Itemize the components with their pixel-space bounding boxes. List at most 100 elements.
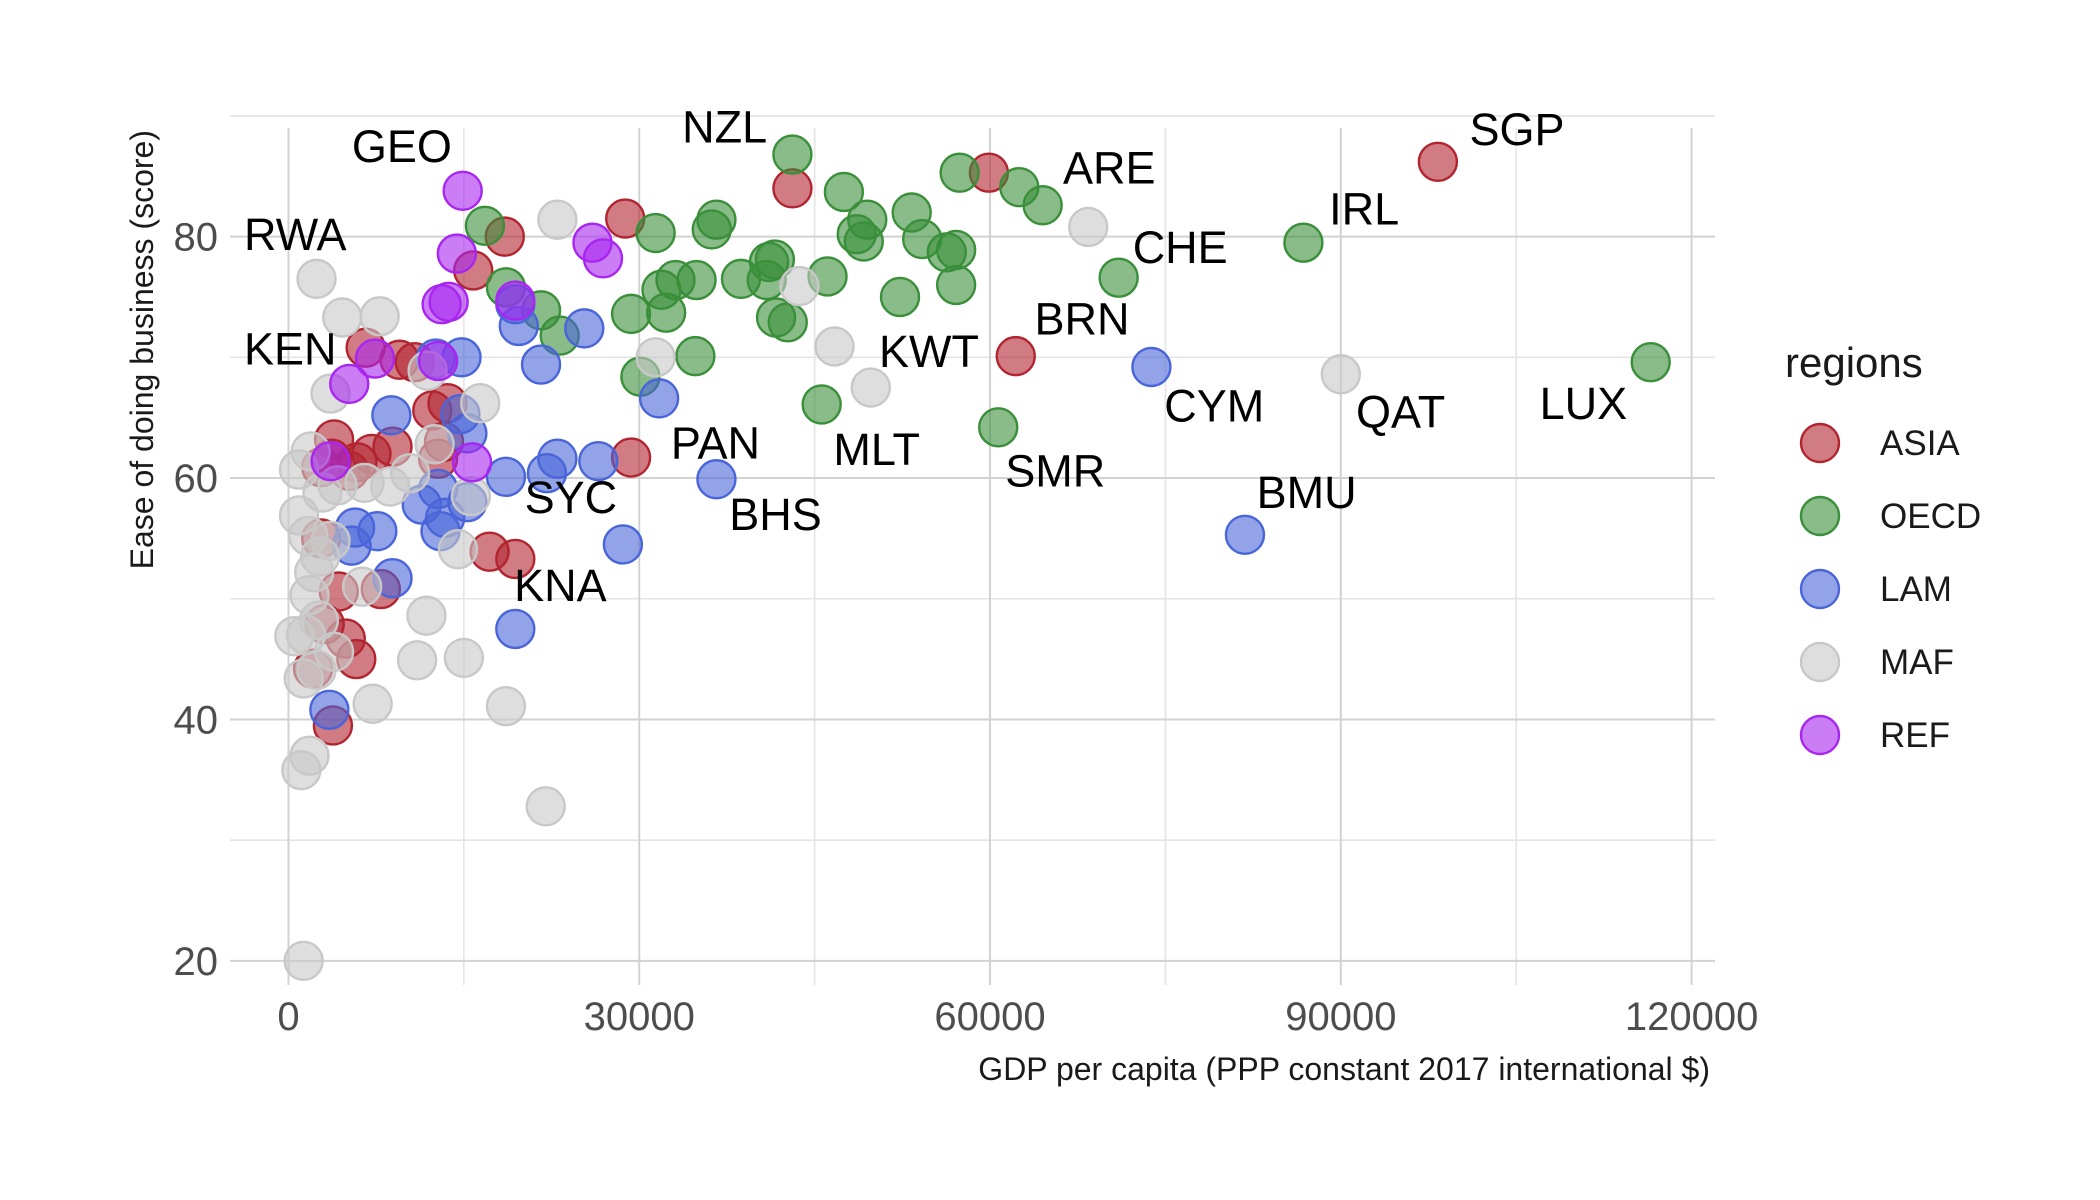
legend-label-lam: LAM xyxy=(1880,570,1952,609)
data-point xyxy=(396,640,438,681)
x-tick-label: 30000 xyxy=(584,995,695,1039)
data-point xyxy=(495,280,536,321)
data-point xyxy=(635,337,676,378)
data-point xyxy=(485,685,527,727)
legend: regions ASIA OECD LAM MAF REF xyxy=(1785,339,1981,756)
x-tick-label: 120000 xyxy=(1625,995,1758,1039)
data-point xyxy=(772,134,813,175)
data-point xyxy=(525,786,566,827)
series-ref xyxy=(310,170,624,483)
data-point xyxy=(939,152,980,193)
data-point xyxy=(635,212,676,254)
point-label-nzl: NZL xyxy=(682,101,767,152)
data-point xyxy=(1131,346,1172,388)
data-point xyxy=(344,462,385,504)
legend-key-oecd xyxy=(1799,495,1841,537)
point-label-bhs: BHS xyxy=(729,489,822,540)
data-point xyxy=(823,171,865,213)
point-label-brn: BRN xyxy=(1034,293,1129,344)
series-maf xyxy=(274,199,1362,982)
data-point xyxy=(526,453,568,494)
point-label-kwt: KWT xyxy=(879,326,979,377)
data-point xyxy=(460,383,501,424)
data-point xyxy=(676,259,717,301)
data-point xyxy=(1098,257,1139,298)
data-point xyxy=(779,265,820,307)
data-point xyxy=(578,440,619,482)
grid-lines xyxy=(230,115,1715,985)
x-axis-ticks: 0 30000 60000 90000 120000 xyxy=(277,995,1758,1039)
legend-label-ref: REF xyxy=(1880,716,1950,755)
x-tick-label: 60000 xyxy=(934,995,1045,1039)
data-point xyxy=(341,566,383,607)
data-point xyxy=(464,205,506,246)
point-label-smr: SMR xyxy=(1005,445,1105,496)
point-label-sgp: SGP xyxy=(1469,104,1564,155)
data-point xyxy=(1068,206,1109,248)
data-point xyxy=(746,259,787,301)
data-point xyxy=(274,615,315,657)
data-point xyxy=(421,284,462,325)
point-label-cym: CYM xyxy=(1164,380,1264,431)
data-point xyxy=(296,258,337,300)
data-point xyxy=(1630,341,1671,383)
data-point xyxy=(359,296,400,337)
data-point xyxy=(495,538,536,580)
data-point xyxy=(645,292,687,333)
data-point xyxy=(310,520,351,562)
data-points xyxy=(274,134,1671,982)
legend-key-ref xyxy=(1799,714,1841,756)
data-point xyxy=(843,221,884,262)
data-point xyxy=(1224,514,1266,555)
data-point xyxy=(638,378,680,419)
data-point xyxy=(495,608,536,650)
legend-key-lam xyxy=(1799,568,1841,610)
point-label-are: ARE xyxy=(1063,143,1156,194)
data-point xyxy=(442,170,483,211)
data-point xyxy=(691,209,732,250)
data-point xyxy=(283,940,324,982)
point-label-syc: SYC xyxy=(525,472,618,523)
point-label-geo: GEO xyxy=(352,121,452,172)
x-tick-label: 90000 xyxy=(1285,995,1396,1039)
y-tick-label: 60 xyxy=(174,457,219,501)
data-point xyxy=(602,524,644,565)
data-point xyxy=(879,276,921,318)
data-point xyxy=(1022,185,1063,226)
data-point xyxy=(814,326,855,367)
data-point xyxy=(313,631,355,673)
legend-label-oecd: OECD xyxy=(1880,497,1981,536)
data-point xyxy=(450,475,492,517)
data-point xyxy=(696,459,737,500)
data-point xyxy=(414,424,455,465)
data-point xyxy=(675,335,716,377)
data-point xyxy=(417,340,459,382)
data-point xyxy=(436,233,478,274)
point-label-lux: LUX xyxy=(1540,378,1628,429)
data-point xyxy=(520,344,562,385)
data-point xyxy=(309,689,350,730)
data-point xyxy=(801,384,842,425)
y-tick-label: 40 xyxy=(174,698,219,742)
data-point xyxy=(389,453,431,494)
data-point xyxy=(564,308,605,349)
data-point xyxy=(329,363,370,405)
point-label-mlt: MLT xyxy=(833,424,920,475)
point-annotations: GEO NZL ARE SGP IRL CHE RWA BRN KEN KWT CYM QAT LUX P… xyxy=(244,101,1627,611)
data-point xyxy=(310,440,351,482)
point-label-pan: PAN xyxy=(671,418,760,469)
data-point xyxy=(772,168,813,209)
data-point xyxy=(1417,141,1459,182)
data-point xyxy=(443,637,485,679)
point-label-che: CHE xyxy=(1133,222,1228,273)
point-label-kna: KNA xyxy=(514,560,607,611)
data-point xyxy=(281,749,322,791)
series-oecd xyxy=(464,134,1671,448)
y-axis-ticks: 20 40 60 80 xyxy=(174,216,219,984)
data-point xyxy=(283,658,324,699)
legend-label-asia: ASIA xyxy=(1880,424,1960,463)
legend-key-asia xyxy=(1799,422,1841,464)
data-point xyxy=(354,338,396,379)
legend-items: ASIA OECD LAM MAF REF xyxy=(1799,422,1981,756)
